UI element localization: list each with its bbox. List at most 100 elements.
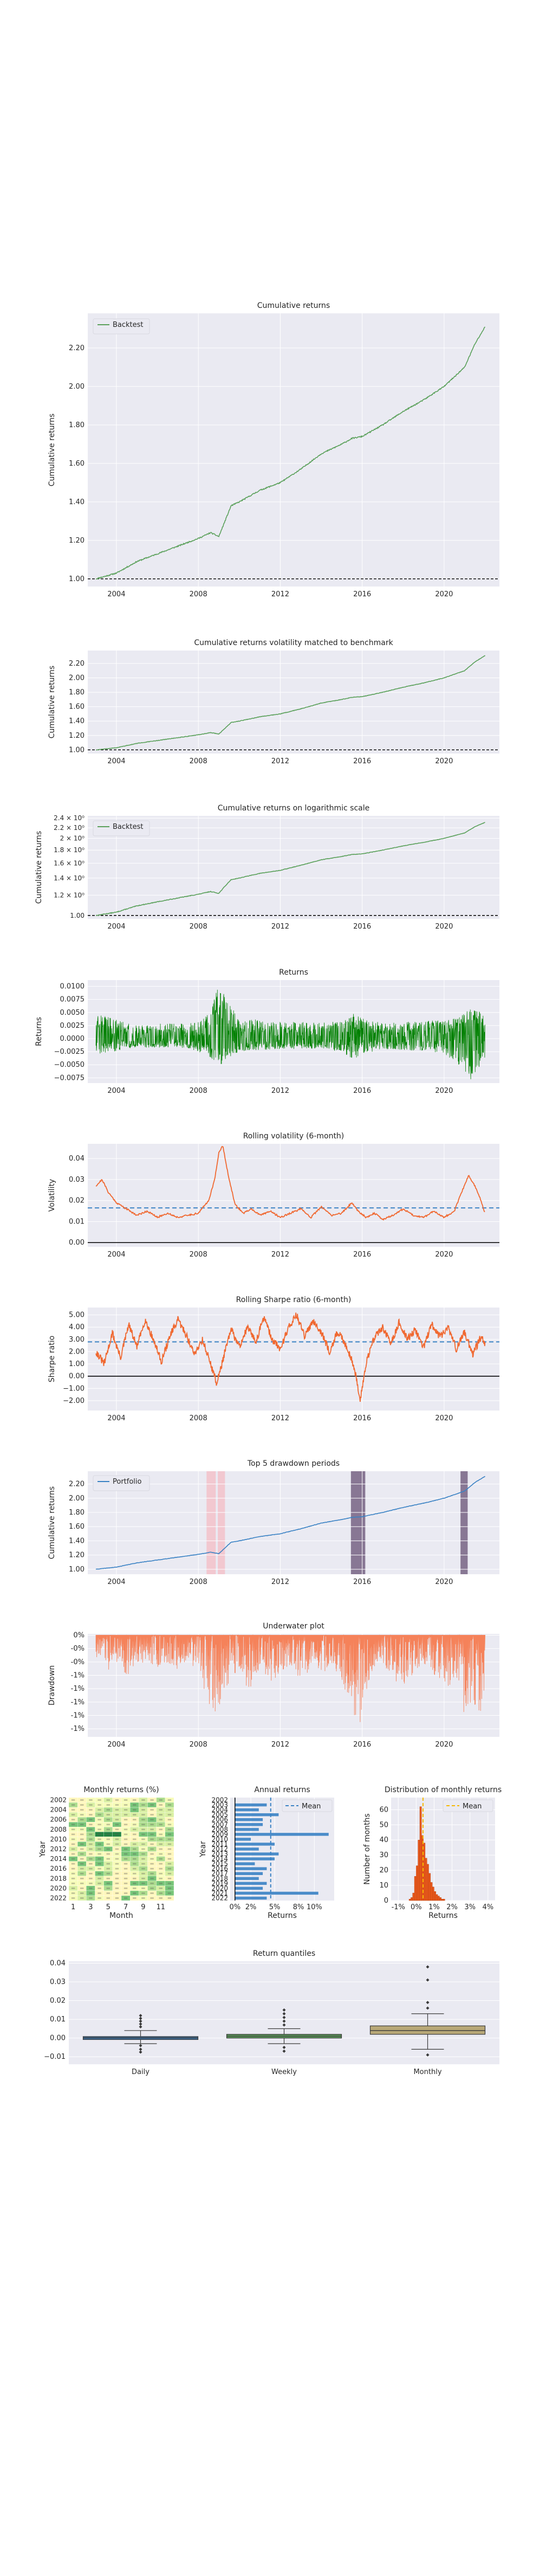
heatmap-cell-value: [150, 1824, 154, 1826]
y-axis-label: Cumulative returns: [48, 666, 56, 738]
annual-bar: [235, 1808, 259, 1812]
heatmap-cell-value: [115, 1819, 119, 1821]
y-tick-label: 1.40: [69, 498, 84, 506]
heatmap-cell-value: [159, 1877, 162, 1879]
chart-title: Cumulative returns on logarithmic scale: [218, 804, 369, 813]
heatmap-cell-value: [141, 1888, 145, 1889]
y-tick-label: 1.80: [69, 688, 84, 697]
heatmap-cell-value: [159, 1833, 162, 1836]
heatmap-cell-value: [98, 1867, 101, 1870]
box-body: [369, 2025, 486, 2035]
box-outlier: [282, 2049, 286, 2053]
heatmap-cell-value: [115, 1809, 119, 1811]
heatmap-cell-value: [141, 1848, 145, 1850]
annual-bar: [235, 1877, 259, 1880]
heatmap-cell-value: [80, 1867, 84, 1870]
y-tick-label: 2003: [211, 1801, 228, 1809]
annual-bar: [235, 1891, 318, 1895]
heatmap-cell-value: [80, 1888, 84, 1889]
heatmap-cell-value: [98, 1877, 101, 1879]
y-tick-label: 2016: [50, 1865, 67, 1872]
heatmap-cell-value: [71, 1843, 75, 1845]
x-tick-label: 2004: [107, 1414, 125, 1422]
y-axis-label: Returns: [35, 1017, 43, 1046]
heatmap-cell-value: [150, 1814, 154, 1816]
heatmap-cell-value: [141, 1863, 145, 1865]
x-tick-label: 2%: [245, 1903, 257, 1911]
histogram-bar: [418, 1840, 420, 1901]
x-tick-label: 2008: [190, 923, 207, 931]
heatmap-cell-value: [141, 1819, 145, 1821]
y-tick-label: 3.00: [69, 1336, 84, 1344]
heatmap-cell-value: [141, 1814, 145, 1816]
volatility-line: [95, 1146, 485, 1221]
heatmap-cell-value: [141, 1809, 145, 1811]
heatmap-cell-value: [159, 1819, 162, 1821]
y-tick-label: 1.20: [69, 1551, 84, 1560]
heatmap-cell-value: [71, 1853, 75, 1855]
x-axis-label: Returns: [268, 1911, 297, 1920]
heatmap-cell-value: [167, 1867, 172, 1870]
heatmap-cell-value: [167, 1833, 172, 1836]
annual-bar: [235, 1867, 267, 1870]
heatmap-cell-value: [80, 1833, 84, 1836]
y-tick-label: 0.00: [50, 2034, 66, 2043]
heatmap-cell-value: [115, 1882, 119, 1884]
plot-background: [88, 313, 499, 587]
heatmap-cell-value: [115, 1867, 119, 1870]
heatmap-cell-value: [89, 1833, 93, 1836]
y-axis-label: Year: [38, 1841, 47, 1858]
heatmap-cell-value: [167, 1882, 172, 1884]
y-tick-label: 1.80: [69, 1509, 84, 1517]
y-tick-label: 2020: [50, 1884, 67, 1892]
heatmap-cell-value: [159, 1897, 162, 1899]
heatmap-cell-value: [106, 1848, 110, 1850]
x-tick-label: 2008: [190, 1414, 207, 1422]
y-tick-label: 1.60: [69, 703, 84, 711]
heatmap-cell-value: [123, 1882, 128, 1884]
heatmap-cell-value: [89, 1838, 93, 1840]
y-tick-label: 0.02: [69, 1197, 84, 1205]
heatmap-cell-value: [133, 1882, 136, 1884]
x-tick-label: 2020: [435, 1578, 453, 1586]
legend-box: [443, 1799, 493, 1812]
heatmap-cell-value: [133, 1828, 136, 1831]
x-tick-label: 2012: [271, 757, 289, 765]
x-tick-label: -1%: [392, 1903, 405, 1911]
heatmap-cell-value: [89, 1824, 93, 1826]
x-tick-label: 2016: [353, 1251, 371, 1259]
x-tick-label: 2%: [446, 1903, 458, 1911]
annual-bar: [235, 1833, 329, 1836]
histogram-bar: [439, 1897, 441, 1901]
histogram-bar: [435, 1894, 438, 1901]
x-tick-label: 2008: [190, 590, 207, 598]
heatmap-cell-value: [141, 1828, 145, 1831]
y-tick-label: 2014: [50, 1855, 67, 1863]
y-tick-label: −1.00: [63, 1384, 84, 1393]
heatmap-cell-value: [89, 1799, 93, 1801]
x-tick-label: 5: [106, 1903, 110, 1911]
heatmap-cell-value: [71, 1833, 75, 1836]
heatmap-cell-value: [71, 1828, 75, 1831]
histogram-bar: [411, 1897, 413, 1901]
heatmap-cell-value: [159, 1824, 162, 1826]
heatmap-cell-value: [159, 1848, 162, 1850]
y-tick-label: 2019: [211, 1879, 228, 1887]
heatmap-cell-value: [133, 1824, 136, 1826]
heatmap-cell-value: [89, 1877, 93, 1879]
x-tick-label: 2012: [271, 1741, 289, 1749]
drawdown-band: [206, 1471, 216, 1574]
heatmap-cell-value: [167, 1877, 172, 1879]
heatmap-cell-value: [123, 1877, 128, 1879]
y-tick-label: 1.6 × 10⁰: [54, 859, 84, 867]
heatmap-cell-value: [71, 1863, 75, 1865]
heatmap-cell-value: [167, 1819, 172, 1821]
y-tick-label: -1%: [71, 1671, 84, 1679]
heatmap-cell-value: [80, 1843, 84, 1845]
y-tick-label: −0.01: [44, 2053, 66, 2061]
heatmap-cell-value: [80, 1872, 84, 1875]
histogram-bar: [428, 1873, 431, 1901]
heatmap-cell-value: [106, 1809, 110, 1811]
heatmap-cell-value: [71, 1838, 75, 1840]
heatmap-cell-value: [150, 1804, 154, 1806]
